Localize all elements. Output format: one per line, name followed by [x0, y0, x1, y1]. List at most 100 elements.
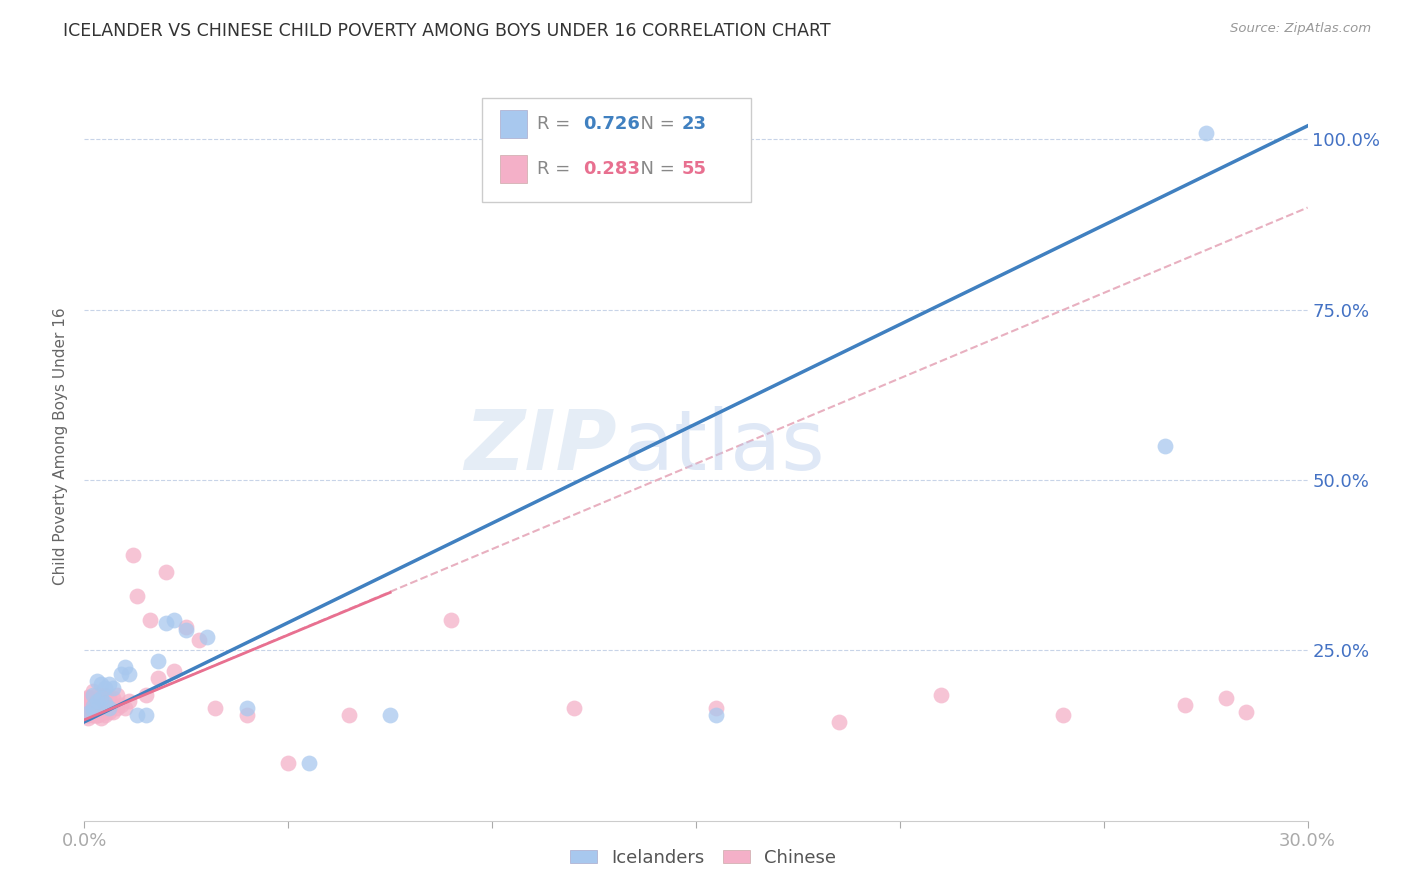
Point: [77, 690, 100, 704]
Point: [86, 703, 108, 717]
Point: [828, 714, 851, 729]
Point: [110, 698, 132, 712]
Point: [174, 623, 197, 637]
Point: [77, 692, 100, 706]
Point: [90, 677, 112, 691]
Point: [77, 694, 100, 708]
Legend: Icelanders, Chinese: Icelanders, Chinese: [562, 842, 844, 874]
Point: [101, 691, 124, 706]
Bar: [501, 110, 527, 138]
Point: [82, 699, 104, 714]
Point: [82, 708, 104, 723]
Point: [77, 699, 100, 714]
Text: 0.726: 0.726: [583, 115, 640, 133]
Point: [90, 698, 112, 712]
Point: [77, 711, 100, 725]
Point: [127, 589, 149, 603]
Point: [127, 708, 149, 723]
Point: [93, 708, 115, 723]
Text: 23: 23: [682, 115, 706, 133]
Point: [97, 677, 120, 691]
Bar: [501, 154, 527, 183]
Point: [1174, 698, 1197, 712]
Point: [86, 708, 108, 723]
Point: [1195, 126, 1218, 140]
Point: [1052, 708, 1074, 723]
Point: [82, 703, 104, 717]
Point: [562, 701, 585, 715]
Point: [114, 660, 136, 674]
Point: [86, 699, 108, 714]
Point: [93, 681, 115, 695]
Point: [77, 697, 100, 711]
Point: [204, 701, 226, 715]
Point: [86, 708, 108, 723]
Point: [86, 694, 108, 708]
Point: [187, 633, 209, 648]
Point: [101, 681, 124, 695]
Point: [929, 688, 952, 702]
Point: [86, 688, 108, 702]
Point: [277, 756, 299, 770]
Point: [90, 711, 112, 725]
Point: [1154, 439, 1177, 453]
Text: N =: N =: [628, 115, 681, 133]
Point: [174, 619, 197, 633]
Point: [236, 708, 259, 723]
Point: [90, 701, 112, 715]
Point: [93, 688, 115, 702]
Point: [105, 701, 128, 715]
Point: [82, 684, 104, 698]
Point: [163, 613, 186, 627]
Point: [86, 708, 108, 723]
Point: [236, 701, 259, 715]
Point: [706, 701, 728, 715]
Point: [93, 698, 115, 712]
Point: [97, 691, 120, 706]
Point: [77, 703, 100, 717]
Point: [77, 698, 100, 712]
Text: 0.283: 0.283: [583, 160, 641, 178]
Point: [155, 616, 177, 631]
Point: [86, 705, 108, 719]
Point: [135, 708, 157, 723]
Y-axis label: Child Poverty Among Boys Under 16: Child Poverty Among Boys Under 16: [53, 307, 69, 585]
Point: [97, 701, 120, 715]
Point: [146, 671, 169, 685]
Point: [135, 688, 157, 702]
Text: ZIP: ZIP: [464, 406, 616, 486]
Text: N =: N =: [628, 160, 681, 178]
Point: [440, 613, 463, 627]
Point: [90, 691, 112, 706]
Point: [82, 688, 104, 702]
Point: [86, 694, 108, 708]
Point: [77, 705, 100, 719]
Point: [86, 673, 108, 688]
Point: [90, 706, 112, 720]
Point: [1215, 691, 1237, 706]
Point: [122, 548, 145, 562]
Point: [146, 654, 169, 668]
Point: [77, 708, 100, 723]
Point: [1236, 705, 1258, 719]
Point: [706, 708, 728, 723]
Point: [118, 694, 141, 708]
Point: [155, 565, 177, 579]
Text: Source: ZipAtlas.com: Source: ZipAtlas.com: [1230, 22, 1371, 36]
Text: R =: R =: [537, 160, 576, 178]
Point: [82, 701, 104, 715]
Text: R =: R =: [537, 115, 576, 133]
Point: [163, 664, 186, 678]
Point: [82, 697, 104, 711]
Point: [114, 701, 136, 715]
Point: [82, 701, 104, 715]
Text: 55: 55: [682, 160, 706, 178]
Point: [298, 756, 321, 770]
Point: [77, 708, 100, 723]
Text: atlas: atlas: [623, 406, 824, 486]
Point: [82, 706, 104, 720]
Point: [105, 688, 128, 702]
Text: ICELANDER VS CHINESE CHILD POVERTY AMONG BOYS UNDER 16 CORRELATION CHART: ICELANDER VS CHINESE CHILD POVERTY AMONG…: [63, 22, 831, 40]
Point: [380, 708, 402, 723]
Point: [86, 701, 108, 715]
